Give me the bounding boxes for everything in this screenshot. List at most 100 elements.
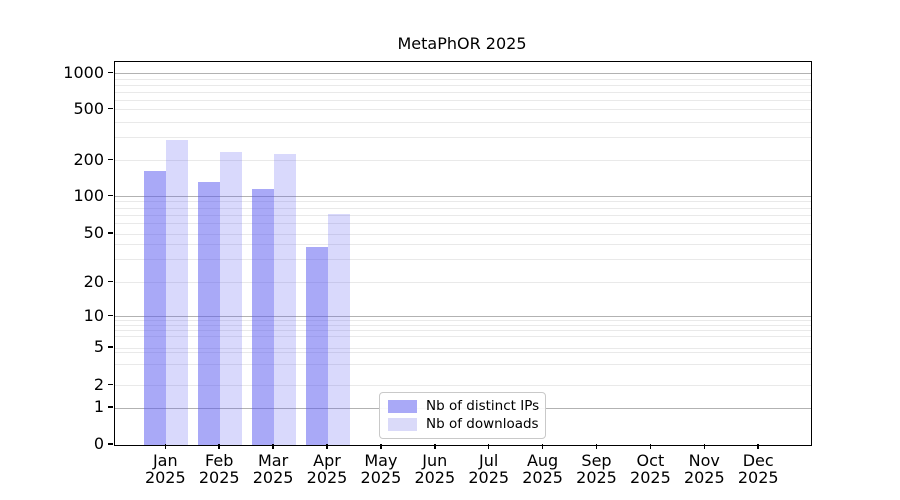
x-tick-label: Jan 2025 (125, 452, 205, 486)
legend-swatch-downloads-icon (388, 418, 417, 432)
x-tick (380, 444, 382, 449)
y-gridline-minor (115, 385, 811, 386)
y-gridline-minor (115, 363, 811, 365)
bar-distinct-ips (252, 189, 275, 445)
x-tick-label-month: Oct (636, 451, 665, 470)
y-tick-label: 1000 (63, 62, 104, 82)
y-tick (108, 158, 113, 161)
bar-downloads (274, 154, 297, 445)
y-gridline-minor (115, 92, 811, 94)
y-tick (108, 383, 113, 386)
legend-item-distinct-ips: Nb of distinct IPs (388, 397, 540, 414)
y-gridline-minor (115, 258, 811, 260)
y-gridline-minor (115, 336, 811, 338)
y-gridline-minor (115, 84, 811, 86)
x-tick-label-year: 2025 (360, 468, 402, 487)
x-tick-label-year: 2025 (198, 468, 240, 487)
x-tick-label: Dec 2025 (718, 452, 798, 486)
bar-distinct-ips (306, 246, 328, 445)
y-tick (108, 443, 113, 445)
bar-distinct-ips (198, 182, 221, 445)
y-tick (108, 194, 113, 197)
x-tick (272, 444, 274, 449)
y-tick (108, 346, 113, 348)
x-tick-label-year: 2025 (522, 468, 563, 487)
x-tick-label: Mar 2025 (233, 452, 313, 486)
y-tick-label: 0 (93, 434, 104, 453)
legend-swatch-distinct-ips-icon (388, 399, 417, 413)
x-tick (757, 444, 759, 449)
y-gridline-minor (115, 320, 811, 322)
x-tick-label-year: 2025 (252, 468, 294, 487)
x-tick-label-month: Jul (479, 451, 499, 470)
plot-area: Nb of distinct IPs Nb of downloads (114, 61, 812, 446)
y-gridline-minor (115, 137, 811, 139)
y-tick-label: 200 (73, 149, 104, 169)
x-tick-label-year: 2025 (468, 468, 510, 487)
y-tick-label: 50 (83, 223, 104, 242)
x-tick-label-month: Jan (152, 451, 178, 470)
y-tick-label: 2 (93, 374, 104, 394)
y-tick-label: 500 (73, 98, 104, 118)
y-gridline-minor (115, 347, 811, 349)
y-tick-label: 1 (93, 397, 104, 416)
x-tick (218, 444, 220, 449)
x-tick-label: Apr 2025 (287, 452, 367, 486)
y-gridline-major (115, 73, 811, 74)
x-tick (487, 444, 490, 449)
legend-label-distinct-ips: Nb of distinct IPs (426, 397, 540, 414)
bar-downloads (166, 139, 189, 445)
x-tick-label: Nov 2025 (664, 452, 744, 486)
legend: Nb of distinct IPs Nb of downloads (379, 392, 546, 439)
x-tick-label-year: 2025 (576, 468, 617, 487)
x-tick-label: Jul 2025 (449, 452, 529, 486)
y-gridline-minor (115, 222, 811, 224)
y-tick (108, 232, 113, 234)
x-tick-label-month: Sep (581, 451, 612, 470)
x-tick-label-month: Feb (205, 451, 234, 470)
y-gridline-minor (115, 100, 811, 102)
y-gridline-minor (115, 330, 811, 332)
x-tick-label: Sep 2025 (557, 452, 637, 486)
x-tick-label-year: 2025 (414, 468, 456, 487)
x-tick-label-month: Apr (313, 451, 341, 470)
x-tick (703, 444, 706, 449)
y-gridline-minor (115, 109, 811, 110)
y-tick (108, 406, 113, 408)
y-tick (108, 280, 113, 283)
x-tick-label: Aug 2025 (503, 452, 583, 486)
x-tick (434, 444, 436, 449)
x-tick-label-month: Mar (258, 451, 289, 470)
y-tick-label: 10 (83, 305, 104, 325)
x-tick (164, 444, 167, 449)
bar-downloads (220, 152, 243, 445)
y-gridline-minor (115, 233, 811, 235)
legend-label-downloads: Nb of downloads (426, 416, 539, 433)
y-gridline-minor (115, 201, 811, 203)
y-gridline-minor (115, 78, 811, 80)
x-tick-label: Oct 2025 (610, 452, 690, 486)
y-gridline-major (115, 316, 811, 317)
chart-title: MetaPhOR 2025 (397, 34, 527, 53)
y-tick-label: 100 (73, 185, 104, 205)
y-gridline-minor (115, 207, 811, 209)
y-tick (108, 107, 113, 110)
y-gridline-minor (115, 121, 811, 123)
x-tick-label-year: 2025 (630, 468, 671, 487)
y-gridline-major (115, 196, 811, 197)
x-tick-label-month: Aug (526, 451, 559, 470)
x-tick-label: May 2025 (341, 452, 421, 486)
x-tick-label-year: 2025 (306, 468, 348, 487)
x-tick-label-year: 2025 (737, 468, 779, 487)
x-tick-label-month: Dec (742, 451, 774, 470)
bar-distinct-ips (144, 171, 167, 445)
x-tick (541, 444, 544, 449)
x-tick-label-year: 2025 (144, 468, 186, 487)
y-tick (108, 71, 113, 74)
x-tick (326, 444, 328, 449)
x-tick (595, 444, 598, 449)
x-tick-label: Feb 2025 (179, 452, 259, 486)
y-tick-label: 20 (83, 271, 104, 291)
x-tick (649, 444, 652, 449)
